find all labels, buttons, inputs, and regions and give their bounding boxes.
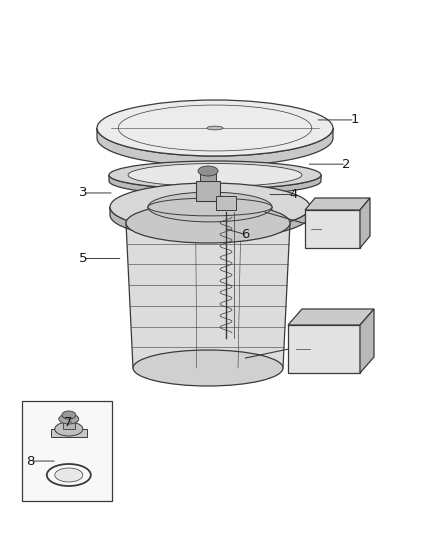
Polygon shape	[305, 210, 360, 248]
Text: 5: 5	[79, 252, 88, 265]
Polygon shape	[148, 207, 272, 222]
Ellipse shape	[109, 161, 321, 189]
Polygon shape	[288, 325, 360, 373]
Text: 3: 3	[79, 187, 88, 199]
Polygon shape	[288, 309, 374, 325]
Ellipse shape	[148, 192, 272, 222]
Ellipse shape	[126, 203, 290, 243]
Ellipse shape	[207, 126, 223, 130]
Ellipse shape	[128, 164, 302, 187]
Ellipse shape	[55, 468, 83, 482]
Polygon shape	[110, 207, 310, 239]
Text: 1: 1	[350, 114, 359, 126]
Text: 2: 2	[342, 158, 350, 171]
Polygon shape	[126, 223, 290, 368]
Ellipse shape	[97, 100, 333, 156]
Bar	[63, 419, 75, 429]
Bar	[200, 169, 216, 181]
Text: 6: 6	[241, 228, 250, 241]
Text: 8: 8	[26, 455, 35, 467]
Ellipse shape	[198, 166, 218, 176]
Ellipse shape	[55, 422, 83, 436]
Polygon shape	[305, 198, 370, 210]
Polygon shape	[109, 175, 321, 195]
Bar	[22, 401, 112, 501]
Ellipse shape	[148, 198, 272, 216]
Text: 7: 7	[64, 416, 72, 429]
Polygon shape	[360, 309, 374, 373]
Ellipse shape	[62, 411, 76, 419]
Bar	[216, 196, 236, 210]
Ellipse shape	[110, 183, 310, 231]
Polygon shape	[51, 429, 87, 437]
Polygon shape	[97, 128, 333, 166]
Bar	[196, 181, 220, 201]
Ellipse shape	[133, 350, 283, 386]
Ellipse shape	[59, 414, 79, 424]
Text: 4: 4	[289, 188, 298, 201]
Polygon shape	[360, 198, 370, 248]
